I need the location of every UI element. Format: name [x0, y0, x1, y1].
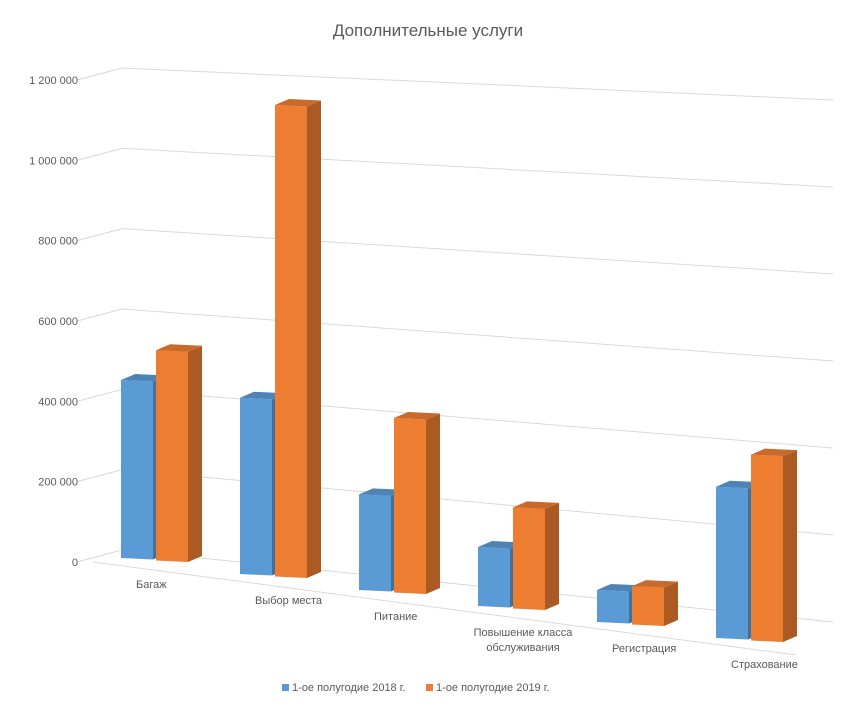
- x-category-label: Повышение класса обслуживания: [474, 627, 574, 654]
- bar-top: [632, 580, 678, 588]
- bar: [240, 397, 272, 576]
- bar: [156, 350, 188, 562]
- y-tick-label: 400 000: [38, 396, 78, 408]
- legend-swatch: [426, 684, 433, 691]
- bar-top: [156, 344, 202, 352]
- bar-side: [307, 100, 321, 578]
- legend-label: 1-ое полугодие 2019 г.: [436, 682, 549, 694]
- bar-top: [478, 541, 524, 549]
- gridline: [121, 67, 834, 101]
- x-category-label: Страхование: [731, 659, 798, 671]
- bar: [751, 454, 783, 642]
- y-tick-label: 800 000: [38, 236, 78, 248]
- gridline-left: [76, 67, 123, 81]
- bar-side: [664, 581, 678, 626]
- chart-title: Дополнительные услуги: [333, 21, 523, 40]
- bar: [478, 547, 510, 608]
- x-category-label: Регистрация: [612, 643, 676, 655]
- gridline-left: [76, 549, 123, 563]
- bar-side: [783, 450, 797, 642]
- gridline-left: [76, 308, 123, 322]
- bar-top: [121, 374, 167, 382]
- bar-side: [188, 345, 202, 562]
- bar-top: [394, 411, 440, 420]
- gridline-left: [76, 388, 123, 402]
- legend-swatch: [282, 684, 289, 691]
- gridline: [121, 308, 834, 362]
- bar: [632, 586, 664, 626]
- y-tick-label: 200 000: [38, 477, 78, 489]
- bar: [275, 105, 307, 578]
- bar-side: [545, 502, 559, 610]
- gridline: [121, 388, 834, 449]
- y-tick-label: 600 000: [38, 316, 78, 328]
- bar: [513, 507, 545, 610]
- bar-top: [751, 448, 797, 457]
- x-axis-categories: Багаж Выбор места Питание Повышение класса о…: [136, 579, 798, 671]
- y-axis-ticks: 0 200 000 400 000 600 000 800 000 1 000 000 1 …: [29, 75, 78, 569]
- floor-edge: [92, 561, 797, 656]
- bar: [359, 494, 391, 592]
- legend-label: 1-ое полугодие 2018 г.: [292, 682, 405, 694]
- x-category-label: Питание: [374, 611, 417, 623]
- y-tick-label: 1 200 000: [29, 75, 78, 87]
- bar-top: [716, 480, 762, 489]
- y-tick-label: 0: [72, 557, 78, 569]
- x-category-label: Выбор места: [255, 595, 323, 607]
- bar-top: [597, 584, 643, 592]
- bars: [121, 99, 797, 642]
- gridline: [121, 228, 834, 275]
- bar: [716, 486, 748, 640]
- bar: [597, 590, 629, 624]
- y-tick-label: 1 000 000: [29, 155, 78, 167]
- bar: [121, 380, 153, 560]
- gridline-left: [76, 469, 123, 483]
- bar-top: [240, 391, 286, 400]
- bar-top: [275, 99, 321, 107]
- gridline-left: [76, 228, 123, 242]
- legend: 1-ое полугодие 2018 г. 1-ое полугодие 201…: [282, 682, 549, 694]
- bar-top: [359, 488, 405, 496]
- gridline-left: [76, 147, 123, 161]
- bar-top: [513, 501, 559, 509]
- x-category-label: Багаж: [136, 579, 167, 591]
- bar: [394, 417, 426, 594]
- bar-side: [426, 413, 440, 594]
- gridline: [121, 147, 834, 188]
